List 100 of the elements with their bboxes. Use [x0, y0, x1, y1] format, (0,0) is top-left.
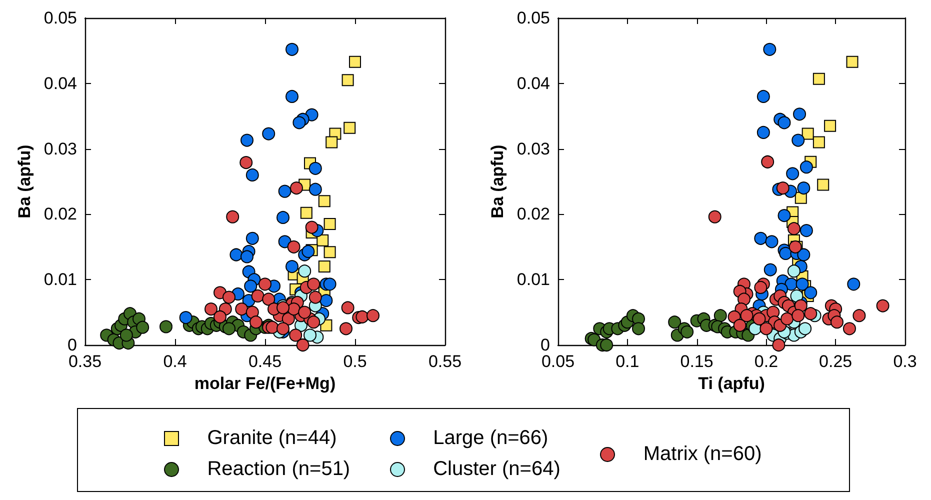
point	[756, 90, 770, 103]
point	[262, 292, 276, 306]
point	[222, 322, 236, 336]
point	[326, 136, 338, 148]
point	[830, 316, 844, 329]
point	[763, 42, 776, 56]
point	[300, 206, 312, 219]
x-axis-title: molar Fe/(Fe+Mg)	[194, 374, 336, 393]
x-tick-label: 0.25	[819, 352, 852, 371]
y-tick-label: 0.04	[516, 74, 550, 93]
point	[235, 302, 248, 316]
legend-label: Reaction (n=51)	[206, 457, 350, 482]
point	[817, 178, 830, 191]
y-axis-title: Ba (apfu)	[15, 144, 34, 218]
x-axis-title: Ti (apfu)	[698, 374, 765, 393]
point	[824, 120, 836, 132]
point	[120, 328, 133, 342]
point	[204, 302, 218, 316]
x-tick-label: 0.45	[248, 352, 282, 371]
point	[776, 182, 790, 195]
point	[714, 309, 727, 322]
point	[756, 126, 770, 139]
point	[308, 290, 322, 304]
y-tick-label: 0.01	[516, 270, 550, 290]
point	[792, 134, 805, 147]
point	[797, 248, 810, 262]
point	[754, 280, 768, 294]
point	[764, 263, 777, 276]
point	[258, 278, 272, 291]
y-tick-label: 0.05	[516, 8, 550, 28]
point	[812, 72, 825, 85]
y-tick-label: 0	[540, 336, 550, 354]
point	[292, 116, 306, 130]
point	[308, 182, 322, 196]
legend-label: Matrix (n=60)	[642, 442, 762, 466]
point	[318, 260, 330, 273]
point	[876, 299, 890, 312]
legend-label: Cluster (n=64)	[432, 457, 560, 482]
point	[780, 312, 794, 326]
point	[278, 235, 292, 248]
point	[305, 220, 318, 234]
point	[798, 322, 812, 336]
point	[344, 122, 356, 134]
point	[812, 136, 825, 148]
point	[307, 316, 320, 329]
point	[708, 210, 722, 224]
point	[797, 182, 810, 195]
x-tick-label: 0.3	[893, 352, 917, 371]
point	[286, 260, 298, 274]
point	[240, 156, 253, 170]
x-tick-label: 0.05	[541, 352, 575, 371]
point	[302, 244, 315, 258]
point	[778, 209, 791, 222]
point	[342, 74, 354, 86]
point	[733, 318, 746, 332]
x-tick-label: 0.55	[428, 352, 462, 371]
point	[349, 56, 361, 68]
point	[308, 162, 322, 175]
x-tick-label: 0.35	[68, 352, 102, 371]
point	[668, 316, 682, 329]
x-tick-label: 0.5	[343, 352, 367, 371]
point	[847, 278, 860, 291]
point	[792, 309, 805, 322]
point	[226, 210, 240, 224]
y-tick-label: 0.03	[516, 139, 550, 158]
y-axis-title: Ba (apfu)	[488, 144, 507, 218]
point	[240, 250, 254, 264]
point	[779, 246, 792, 260]
point	[752, 312, 766, 326]
point	[680, 325, 694, 338]
point	[222, 290, 236, 304]
point	[304, 328, 316, 342]
y-tick-label: 0.04	[44, 74, 77, 93]
point	[251, 289, 264, 302]
point	[290, 182, 303, 195]
point	[356, 310, 369, 324]
point	[324, 218, 336, 230]
point	[800, 160, 813, 174]
point	[278, 184, 292, 198]
point	[754, 232, 768, 245]
y-tick-label: 0	[68, 336, 77, 354]
y-tick-label: 0.03	[44, 139, 77, 158]
point	[298, 306, 312, 319]
point	[262, 127, 276, 140]
point	[298, 264, 312, 278]
point	[632, 322, 646, 336]
point	[286, 90, 298, 103]
point	[287, 240, 300, 254]
point	[842, 322, 856, 336]
point	[296, 338, 310, 352]
point	[787, 222, 800, 236]
point	[318, 195, 330, 208]
legend-label: Large (n=66)	[432, 426, 550, 451]
point	[240, 134, 254, 147]
point	[136, 320, 150, 334]
point	[772, 338, 786, 352]
point	[796, 278, 809, 291]
point	[790, 289, 804, 302]
point	[793, 108, 806, 121]
point	[740, 309, 754, 322]
